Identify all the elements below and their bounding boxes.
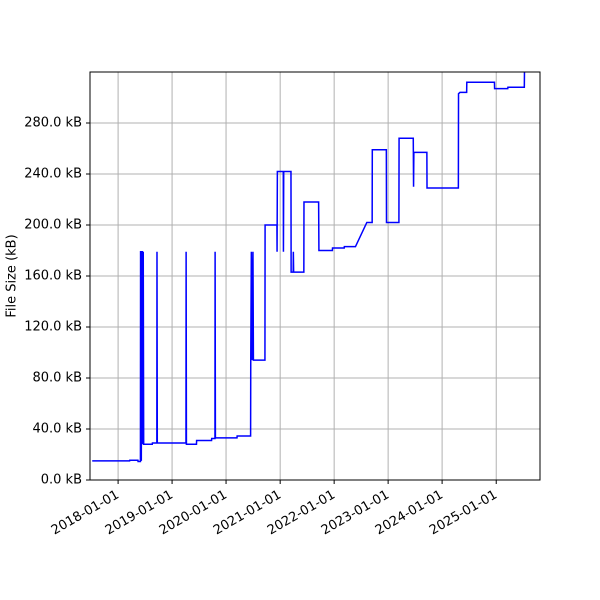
y-tick-label: 40.0 kB [32,422,82,437]
y-tick-label: 200.0 kB [24,218,82,233]
y-tick-label: 120.0 kB [24,320,82,335]
y-tick-label: 80.0 kB [32,371,82,386]
y-tick-label: 280.0 kB [24,116,82,131]
data-line [92,71,526,463]
plot-frame [89,71,541,481]
y-axis-label: File Size (kB) [5,234,20,317]
y-tick-label: 160.0 kB [24,269,82,284]
y-tick-label: 240.0 kB [24,167,82,182]
y-tick-label: 0.0 kB [41,473,82,488]
